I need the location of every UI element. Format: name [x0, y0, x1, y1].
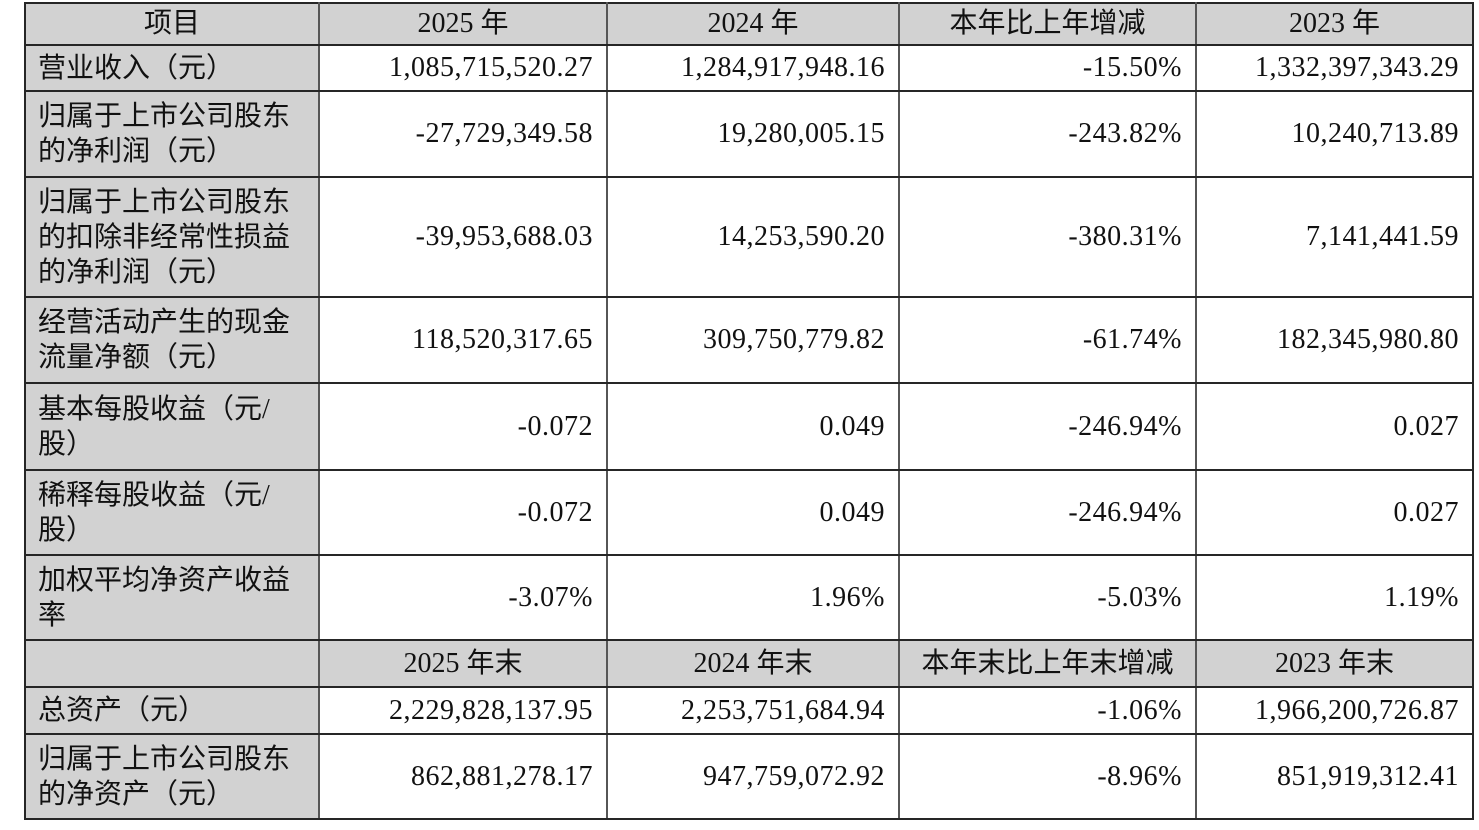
table-row-diluted-eps: 稀释每股收益（元/ 股） -0.072 0.049 -246.94% 0.027	[25, 470, 1473, 556]
value-cell-change: -8.96%	[899, 734, 1197, 820]
header-end-2024: 2024 年末	[607, 640, 900, 688]
value-cell-change: -5.03%	[899, 555, 1197, 641]
header-end-yoy-change: 本年末比上年末增减	[899, 640, 1197, 688]
table-row-revenue: 营业收入（元） 1,085,715,520.27 1,284,917,948.1…	[25, 45, 1473, 92]
value-cell-2024: 2,253,751,684.94	[607, 687, 900, 735]
value-cell-2023: 1,332,397,343.29	[1196, 45, 1473, 92]
value-cell-2025: 862,881,278.17	[319, 734, 608, 820]
value-cell-2023: 182,345,980.80	[1196, 297, 1473, 384]
value-cell-change: -1.06%	[899, 687, 1197, 735]
metric-label-cell: 基本每股收益（元/ 股）	[25, 383, 320, 471]
metric-label-cell: 稀释每股收益（元/ 股）	[25, 470, 320, 556]
header-year-2025: 2025 年	[319, 3, 608, 46]
value-cell-2025: -3.07%	[319, 555, 608, 641]
financial-summary-table: 项目 2025 年 2024 年 本年比上年增减 2023 年 营业收入（元） …	[24, 2, 1474, 820]
value-cell-2025: 118,520,317.65	[319, 297, 608, 384]
metric-label-cell: 归属于上市公司股东 的净利润（元）	[25, 91, 320, 178]
value-cell-2025: -27,729,349.58	[319, 91, 608, 178]
value-cell-2025: 1,085,715,520.27	[319, 45, 608, 92]
value-cell-2023: 7,141,441.59	[1196, 177, 1473, 298]
value-cell-2024: 14,253,590.20	[607, 177, 900, 298]
value-cell-2023: 0.027	[1196, 383, 1473, 471]
metric-label-cell: 总资产（元）	[25, 687, 320, 735]
header-year-2023: 2023 年	[1196, 3, 1473, 46]
table-row-operating-cash-flow: 经营活动产生的现金 流量净额（元） 118,520,317.65 309,750…	[25, 297, 1473, 384]
table-header-row-annual: 项目 2025 年 2024 年 本年比上年增减 2023 年	[25, 3, 1473, 46]
table-row-net-profit: 归属于上市公司股东 的净利润（元） -27,729,349.58 19,280,…	[25, 91, 1473, 178]
value-cell-2023: 10,240,713.89	[1196, 91, 1473, 178]
value-cell-2023: 0.027	[1196, 470, 1473, 556]
value-cell-change: -61.74%	[899, 297, 1197, 384]
header-item-column: 项目	[25, 3, 320, 46]
value-cell-2023: 851,919,312.41	[1196, 734, 1473, 820]
value-cell-2024: 947,759,072.92	[607, 734, 900, 820]
table-row-weighted-avg-roe: 加权平均净资产收益 率 -3.07% 1.96% -5.03% 1.19%	[25, 555, 1473, 641]
value-cell-2024: 0.049	[607, 470, 900, 556]
value-cell-2023: 1,966,200,726.87	[1196, 687, 1473, 735]
table-row-basic-eps: 基本每股收益（元/ 股） -0.072 0.049 -246.94% 0.027	[25, 383, 1473, 471]
header-yoy-change: 本年比上年增减	[899, 3, 1197, 46]
value-cell-change: -243.82%	[899, 91, 1197, 178]
value-cell-2024: 1,284,917,948.16	[607, 45, 900, 92]
value-cell-2025: -0.072	[319, 383, 608, 471]
header-empty-cell	[25, 640, 320, 688]
value-cell-2025: 2,229,828,137.95	[319, 687, 608, 735]
value-cell-2025: -0.072	[319, 470, 608, 556]
table-row-total-assets: 总资产（元） 2,229,828,137.95 2,253,751,684.94…	[25, 687, 1473, 735]
metric-label-cell: 营业收入（元）	[25, 45, 320, 92]
header-end-2025: 2025 年末	[319, 640, 608, 688]
value-cell-change: -246.94%	[899, 470, 1197, 556]
metric-label-cell: 加权平均净资产收益 率	[25, 555, 320, 641]
header-year-2024: 2024 年	[607, 3, 900, 46]
value-cell-2024: 19,280,005.15	[607, 91, 900, 178]
metric-label-cell: 经营活动产生的现金 流量净额（元）	[25, 297, 320, 384]
value-cell-2023: 1.19%	[1196, 555, 1473, 641]
value-cell-change: -380.31%	[899, 177, 1197, 298]
metric-label-cell: 归属于上市公司股东 的净资产（元）	[25, 734, 320, 820]
value-cell-2024: 309,750,779.82	[607, 297, 900, 384]
table-header-row-period-end: 2025 年末 2024 年末 本年末比上年末增减 2023 年末	[25, 640, 1473, 688]
table-row-net-profit-excl-nonrecurring: 归属于上市公司股东 的扣除非经常性损益 的净利润（元） -39,953,688.…	[25, 177, 1473, 298]
header-end-2023: 2023 年末	[1196, 640, 1473, 688]
value-cell-2025: -39,953,688.03	[319, 177, 608, 298]
value-cell-2024: 0.049	[607, 383, 900, 471]
metric-label-cell: 归属于上市公司股东 的扣除非经常性损益 的净利润（元）	[25, 177, 320, 298]
value-cell-2024: 1.96%	[607, 555, 900, 641]
table-row-net-assets: 归属于上市公司股东 的净资产（元） 862,881,278.17 947,759…	[25, 734, 1473, 820]
value-cell-change: -246.94%	[899, 383, 1197, 471]
value-cell-change: -15.50%	[899, 45, 1197, 92]
